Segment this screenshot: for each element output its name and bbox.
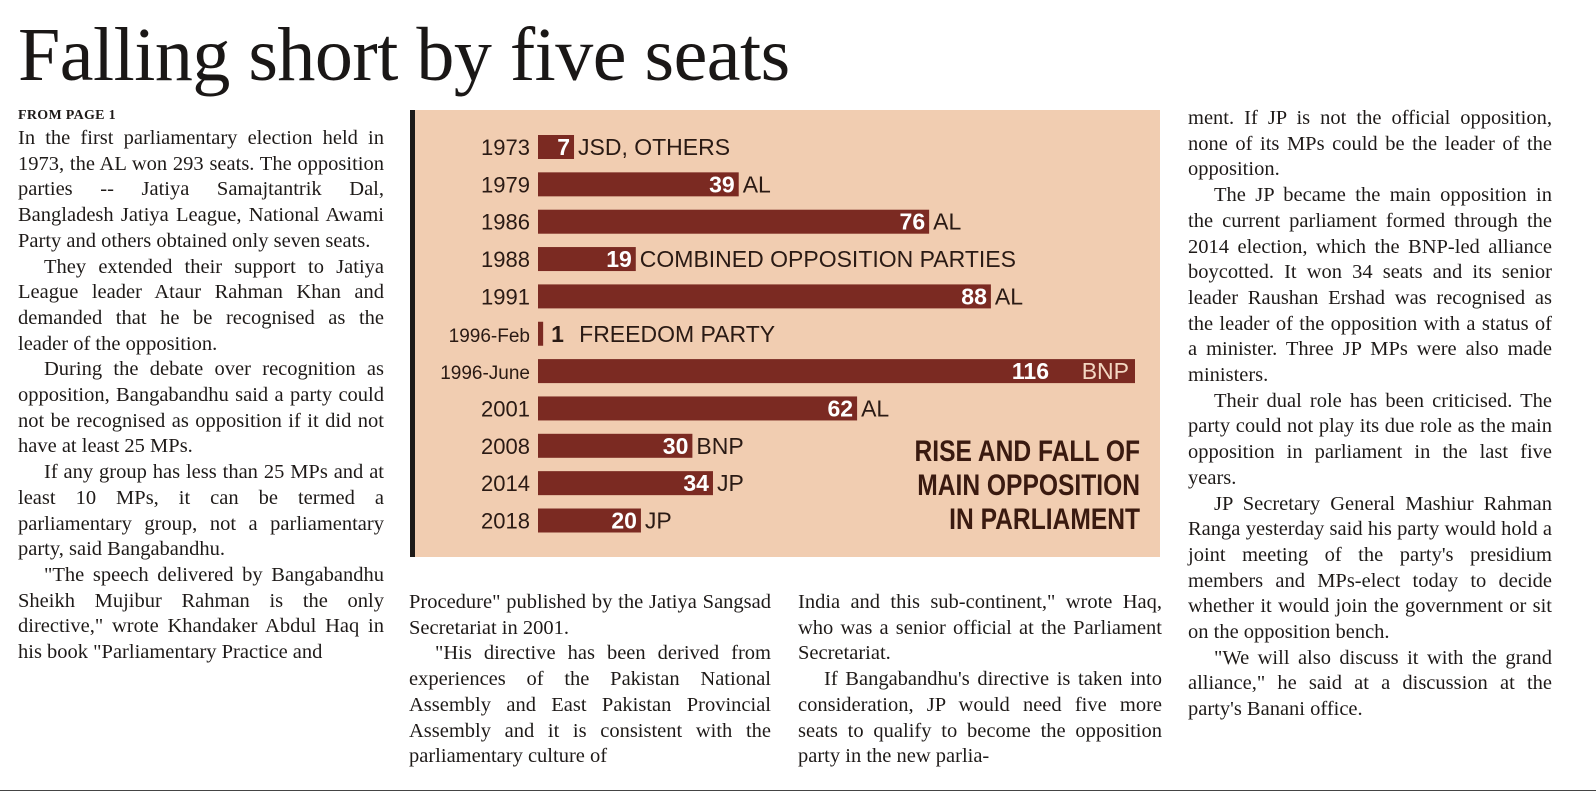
party-label: AL [933,209,961,235]
bar [538,471,713,496]
bar [538,433,693,458]
category-label: 2008 [481,434,530,459]
value-label: 116 [1012,358,1049,384]
party-label: BNP [1082,358,1129,384]
category-label: 1996-June [440,363,530,384]
paragraph: India and this sub-continent," wrote Haq… [798,591,1162,665]
category-label: 1986 [481,210,530,235]
paragraph: "The speech delivered by Bangabandhu She… [18,563,384,664]
party-label: AL [995,283,1023,309]
bar [538,172,739,197]
party-label: FREEDOM PARTY [579,321,775,347]
category-label: 2001 [481,396,530,421]
value-label: 19 [606,246,632,272]
bar [538,247,636,272]
paragraph: The JP became the main opposition in the… [1188,184,1552,387]
party-label: JSD, OTHERS [578,134,730,160]
value-label: 39 [709,171,735,197]
paragraph: JP Secretary General Mashiur Rahman Rang… [1188,492,1552,644]
bar [538,396,858,421]
category-label: 1996-Feb [449,326,530,347]
value-label: 76 [900,209,926,235]
value-label: 88 [961,283,987,309]
bar [538,284,991,309]
bottom-rule [0,790,1596,791]
value-label: 7 [557,134,570,160]
chart-title-line: MAIN OPPOSITION [917,469,1140,502]
party-label: JP [645,508,672,534]
paragraph: "His directive has been derived from exp… [409,642,771,768]
opposition-seats-chart: 1973 7 JSD, OTHERS 1979 39 AL 1986 76 AL 1988 19 CO… [410,110,1160,557]
chart-title: RISE AND FALL OF MAIN OPPOSITION IN PARL… [914,435,1140,537]
party-label: AL [743,171,771,197]
paragraph: Procedure" published by the Jatiya Sangs… [409,591,771,639]
bar [538,135,575,159]
article-column-3: India and this sub-continent," wrote Haq… [798,590,1162,770]
bar [538,508,641,533]
party-label: COMBINED OPPOSITION PARTIES [640,246,1016,272]
value-label: 34 [683,470,709,496]
paragraph: If any group has less than 25 MPs and at… [18,461,384,561]
paragraph: Their dual role has been criticised. The… [1188,389,1552,489]
category-label: 1988 [481,247,530,272]
category-label: 2014 [481,471,530,496]
party-label: JP [717,470,744,496]
category-label: 1973 [481,135,530,160]
value-label: 62 [827,395,853,421]
party-label: BNP [696,433,743,459]
category-label: 1991 [481,284,530,309]
party-label: AL [861,395,889,421]
paragraph: If Bangabandhu's directive is taken into… [798,668,1162,768]
paragraph: In the first parliamentary election held… [18,127,384,252]
from-page-label: FROM PAGE 1 [18,108,116,123]
paragraph: ment. If JP is not the official oppositi… [1188,107,1552,181]
bar [538,359,1135,384]
bar [538,321,544,346]
chart-title-line: RISE AND FALL OF [914,435,1140,468]
article-column-2: Procedure" published by the Jatiya Sangs… [409,590,771,770]
article-column-4: ment. If JP is not the official oppositi… [1188,106,1552,723]
value-label: 20 [611,508,637,534]
paragraph: "We will also discuss it with the grand … [1188,646,1552,721]
category-label: 2018 [481,509,530,534]
paragraph: They extended their support to Jatiya Le… [18,255,384,355]
chart-canvas: 1973 7 JSD, OTHERS 1979 39 AL 1986 76 AL 1988 19 CO… [440,134,1135,534]
value-label: 1 [551,321,564,347]
category-label: 1979 [481,172,530,197]
article-column-1: FROM PAGE 1 In the first parliamentary e… [18,106,384,666]
headline: Falling short by five seats [18,13,790,97]
paragraph: During the debate over recognition as op… [18,358,384,458]
chart-title-line: IN PARLIAMENT [949,503,1140,536]
value-label: 30 [663,433,689,459]
bar [538,209,930,234]
